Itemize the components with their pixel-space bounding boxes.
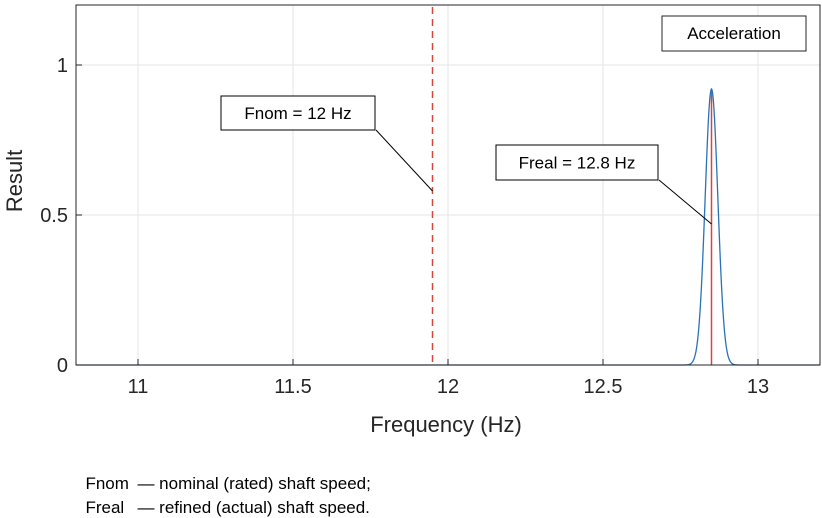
x-tick-label-3: 12.5: [584, 376, 623, 398]
note-freal-term: Freal: [85, 498, 125, 517]
annotation-box-1: [495, 144, 659, 181]
x-tick-label-1: 11.5: [274, 376, 311, 398]
note-fnom: Fnom — nominal (rated) shaft speed;: [76, 454, 371, 494]
note-fnom-text: — nominal (rated) shaft speed;: [137, 474, 371, 493]
y-tick-label-1: 0.5: [40, 205, 68, 227]
chart: 11 11.5 12 12.5 13 0 0.5 1 Frequency (Hz) Result A…: [2, 4, 821, 437]
note-freal-text: — refined (actual) shaft speed.: [137, 498, 370, 517]
legend-label: Acceleration: [687, 24, 781, 43]
annotation-leader-1: [658, 179, 712, 225]
note-freal: Freal — refined (actual) shaft speed.: [76, 478, 370, 518]
annotation-label-1: Freal = 12.8 Hz: [519, 154, 636, 173]
annotation-box-0: [220, 95, 376, 131]
legend-box: [661, 15, 807, 52]
annotation-label-0: Fnom = 12 Hz: [244, 104, 351, 123]
x-tick-label-0: 11: [128, 376, 149, 398]
x-tick-label-2: 12: [437, 376, 459, 398]
y-tick-label-0: 0: [57, 355, 68, 377]
y-axis-label: Result: [2, 150, 27, 212]
x-axis-label: Frequency (Hz): [370, 412, 522, 437]
annotation-leader-0: [375, 129, 433, 192]
note-fnom-term: Fnom: [85, 474, 129, 493]
x-tick-label-4: 13: [747, 376, 769, 398]
y-tick-label-2: 1: [57, 55, 68, 77]
